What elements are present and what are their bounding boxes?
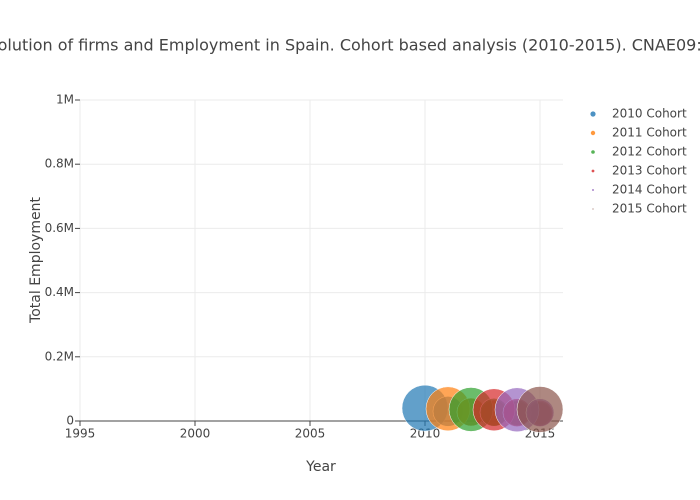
y-tick-label: 0.4M [45,285,74,299]
x-tick-label: 1995 [65,427,96,441]
legend-label: 2010 Cohort [612,107,687,121]
legend-label: 2015 Cohort [612,202,687,216]
legend-marker [590,130,596,136]
legend-marker [592,208,594,210]
legend-label: 2012 Cohort [612,145,687,159]
x-tick-label: 2000 [180,427,211,441]
legend-marker [591,169,595,173]
legend-label: 2011 Cohort [612,126,687,140]
y-tick-label: 0.6M [45,221,74,235]
legend-marker [591,150,595,154]
y-axis-title: Total Employment [28,197,44,324]
y-tick-label: 0.2M [45,349,74,363]
x-tick-label: 2005 [295,427,326,441]
legend-label: 2013 Cohort [612,164,687,178]
chart-title: volution of firms and Employment in Spai… [0,36,700,55]
bubble [516,386,564,433]
y-tick-label: 0 [66,414,74,428]
x-axis-title: Year [305,459,336,475]
legend-marker [592,189,594,191]
y-tick-label: 1M [56,93,74,107]
legend-label: 2014 Cohort [612,183,687,197]
legend-marker [590,111,596,117]
y-tick-label: 0.8M [45,157,74,171]
